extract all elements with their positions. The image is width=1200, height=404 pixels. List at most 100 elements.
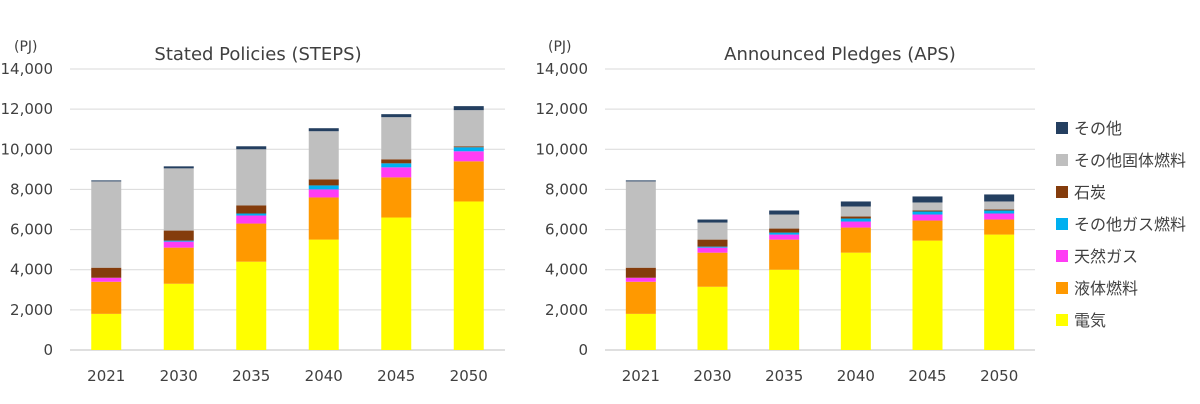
x-tick-label: 2030 xyxy=(160,367,198,385)
legend-swatch xyxy=(1056,282,1068,294)
chart-title: Stated Policies (STEPS) xyxy=(154,44,361,65)
legend-label: その他固体燃料 xyxy=(1074,151,1186,170)
bar-segment-2045 xyxy=(912,202,943,211)
bar-segment-2050 xyxy=(453,147,484,152)
bar-segment-2035 xyxy=(236,223,267,262)
bar-segment-2035 xyxy=(769,232,800,235)
bar-segment-2035 xyxy=(236,215,267,224)
x-tick-label: 2045 xyxy=(377,367,415,385)
bar-segment-2035 xyxy=(236,149,267,206)
bar-segment-2035 xyxy=(769,269,800,350)
y-tick-label: 8,000 xyxy=(10,180,53,198)
y-tick-label: 2,000 xyxy=(10,301,53,319)
bar-segment-2021 xyxy=(625,281,656,314)
x-tick-label: 2040 xyxy=(837,367,875,385)
bar-segment-2050 xyxy=(453,161,484,202)
bar-segment-2050 xyxy=(453,110,484,147)
x-tick-label: 2035 xyxy=(765,367,803,385)
bar-segment-2035 xyxy=(769,234,800,240)
legend-label: 液体燃料 xyxy=(1074,279,1138,298)
y-tick-label: 10,000 xyxy=(536,140,589,158)
bar-segment-2035 xyxy=(236,261,267,350)
bar-segment-2050 xyxy=(453,151,484,162)
bar-segment-2021 xyxy=(91,181,122,268)
bar-segment-2035 xyxy=(236,146,267,150)
bar-segment-2021 xyxy=(625,277,656,282)
legend-label: 電気 xyxy=(1074,311,1106,330)
bar-segment-2021 xyxy=(91,313,122,350)
bar-segment-2045 xyxy=(912,214,943,221)
bar-segment-2035 xyxy=(236,213,267,216)
bar-segment-2021 xyxy=(91,267,122,278)
y-tick-label: 6,000 xyxy=(545,221,588,239)
x-tick-label: 2021 xyxy=(622,367,660,385)
bar-segment-2030 xyxy=(697,219,728,223)
legend-swatch xyxy=(1056,186,1068,198)
bar-segment-2050 xyxy=(453,106,484,111)
bar-segment-2021 xyxy=(91,281,122,314)
bar-segment-2045 xyxy=(912,196,943,203)
bar-segment-2021 xyxy=(91,277,122,282)
chart-title: Announced Pledges (APS) xyxy=(724,44,956,65)
bar-segment-2030 xyxy=(697,246,728,248)
y-tick-label: 2,000 xyxy=(545,301,588,319)
bar-segment-2045 xyxy=(381,163,412,168)
legend-swatch xyxy=(1056,218,1068,230)
bar-segment-2050 xyxy=(984,201,1015,210)
bar-segment-2050 xyxy=(984,219,1015,235)
bar-segment-2050 xyxy=(984,210,1015,214)
bar-segment-2045 xyxy=(381,217,412,350)
bar-segment-2040 xyxy=(840,201,871,207)
bar-segment-2045 xyxy=(381,167,412,178)
bar-segment-2040 xyxy=(840,252,871,350)
y-tick-label: 10,000 xyxy=(1,140,54,158)
y-tick-label: 14,000 xyxy=(1,60,54,78)
bar-segment-2040 xyxy=(840,218,871,222)
y-tick-label: 6,000 xyxy=(10,221,53,239)
y-tick-label: 0 xyxy=(43,341,53,359)
x-tick-label: 2021 xyxy=(87,367,125,385)
bar-segment-2030 xyxy=(163,166,194,169)
y-tick-label: 0 xyxy=(578,341,588,359)
bar-segment-2030 xyxy=(697,252,728,287)
bar-segment-2030 xyxy=(163,247,194,284)
y-tick-label: 8,000 xyxy=(545,180,588,198)
bar-segment-2050 xyxy=(453,146,484,148)
bar-segment-2040 xyxy=(308,179,339,186)
legend-swatch xyxy=(1056,314,1068,326)
bar-segment-2035 xyxy=(769,228,800,233)
bar-segment-2030 xyxy=(697,247,728,253)
bar-segment-2030 xyxy=(163,240,194,242)
bar-segment-2040 xyxy=(308,185,339,190)
bar-segment-2040 xyxy=(840,227,871,253)
bar-segment-2050 xyxy=(453,201,484,350)
legend-label: その他 xyxy=(1074,119,1122,138)
legend-swatch xyxy=(1056,122,1068,134)
bar-segment-2035 xyxy=(769,239,800,270)
legend-label: その他ガス燃料 xyxy=(1074,215,1186,234)
x-tick-label: 2035 xyxy=(232,367,270,385)
chart-aps: Announced Pledges (APS) (PJ) 0 2,000 4,000 6,… xyxy=(536,39,1035,385)
bar-segment-2050 xyxy=(984,209,1015,211)
x-tick-label: 2030 xyxy=(693,367,731,385)
y-unit-label: (PJ) xyxy=(548,39,572,55)
bar-segment-2040 xyxy=(840,206,871,217)
bar-segment-2035 xyxy=(236,205,267,214)
x-tick-label: 2050 xyxy=(980,367,1018,385)
bar-segment-2030 xyxy=(163,168,194,231)
bar-segment-2045 xyxy=(381,177,412,218)
bar-segment-2021 xyxy=(625,180,656,182)
bar-segment-2021 xyxy=(91,180,122,182)
bar-segment-2035 xyxy=(769,214,800,229)
y-tick-label: 12,000 xyxy=(1,100,54,118)
bar-segment-2030 xyxy=(163,283,194,350)
legend-swatch xyxy=(1056,250,1068,262)
bar-segment-2021 xyxy=(625,313,656,350)
legend-swatch xyxy=(1056,154,1068,166)
bar-segment-2045 xyxy=(381,114,412,118)
bar-segment-2040 xyxy=(308,189,339,198)
bar-segment-2030 xyxy=(697,286,728,350)
